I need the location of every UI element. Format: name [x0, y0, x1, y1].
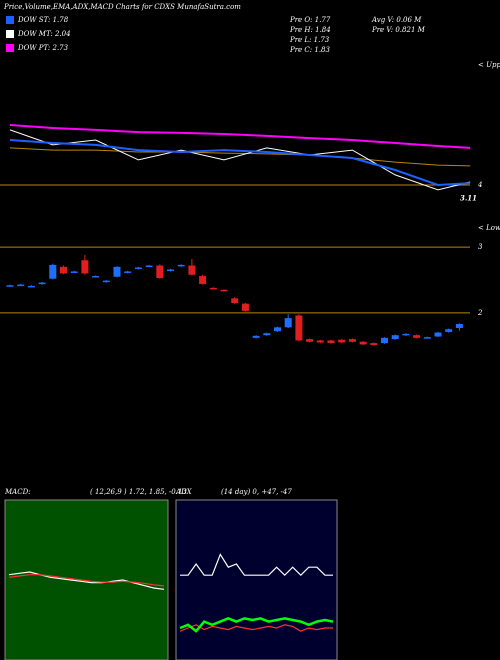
- candle-body: [306, 339, 314, 342]
- candle-body: [167, 269, 174, 271]
- y-tick-label: 2: [477, 309, 483, 317]
- indicator-line: [8, 574, 165, 587]
- candle-body: [327, 340, 335, 344]
- candle-body: [124, 271, 132, 273]
- candle-body: [391, 335, 399, 340]
- candle-body: [17, 284, 25, 287]
- candle-body: [156, 265, 164, 279]
- candle-body: [113, 266, 121, 277]
- info-text: Pre V: 0.821 M: [371, 26, 426, 34]
- indicator-line: [179, 617, 334, 633]
- chart-title: Price,Volume,EMA,ADX,MACD Charts for CDX…: [3, 3, 241, 11]
- indicator-line: [179, 624, 333, 632]
- candle-body: [60, 266, 67, 274]
- indicator-line: [180, 553, 333, 577]
- candle-body: [455, 324, 463, 328]
- candle-body: [295, 315, 303, 341]
- price-line: [9, 139, 471, 187]
- info-text: Avg V: 0.06 M: [371, 16, 422, 24]
- price-line: [9, 129, 471, 191]
- candle-body: [370, 343, 378, 346]
- candle-body: [209, 287, 217, 290]
- candle-body: [284, 318, 292, 328]
- legend-label: DOW MT: 2.04: [17, 30, 71, 38]
- candle-body: [445, 329, 453, 332]
- note: < Uppe: [478, 61, 500, 69]
- candle-body: [188, 265, 196, 275]
- candle-body: [38, 282, 46, 285]
- indicator-line: [8, 571, 165, 590]
- panel-title: ADX: [175, 488, 193, 496]
- candle-body: [199, 276, 207, 284]
- info-text: Pre L: 1.73: [289, 36, 330, 44]
- candle-body: [338, 339, 346, 343]
- candle-body: [177, 264, 185, 267]
- candle-body: [49, 264, 57, 279]
- candle-body: [263, 333, 271, 336]
- candle-body: [70, 271, 78, 273]
- candle-body: [274, 327, 281, 332]
- price-line: [9, 124, 471, 149]
- candle-body: [413, 335, 421, 338]
- panel-background: [175, 499, 338, 660]
- candle-body: [241, 303, 249, 311]
- info-text: Pre C: 1.83: [289, 46, 330, 54]
- legend-swatch: [6, 30, 14, 38]
- legend-label: DOW ST: 1.78: [17, 16, 69, 24]
- candle-body: [92, 276, 100, 278]
- candle-body: [6, 285, 14, 287]
- candle-body: [81, 260, 89, 274]
- y-tick-label: 3: [478, 243, 483, 251]
- panel-title: MACD:: [4, 488, 31, 496]
- candle-body: [423, 337, 431, 339]
- candle-body: [381, 337, 388, 344]
- candle-body: [134, 267, 142, 270]
- panel-params: ( 12,26,9 ) 1.72, 1.85, -0.13: [90, 488, 187, 496]
- candle-body: [231, 298, 239, 303]
- candle-body: [102, 280, 110, 283]
- legend-swatch: [6, 44, 14, 52]
- candle-body: [402, 333, 410, 336]
- candle-body: [145, 265, 153, 268]
- info-text: Pre H: 1.84: [289, 26, 331, 34]
- candle-body: [252, 335, 260, 338]
- candle-body: [27, 285, 35, 288]
- panel-params: (14 day) 0, +47, -47: [221, 488, 292, 496]
- legend-label: DOW PT: 2.73: [17, 44, 69, 52]
- candle-body: [348, 339, 356, 342]
- candle-body: [359, 341, 367, 345]
- price-label: 3.11: [460, 193, 477, 202]
- panel-background: [4, 499, 169, 660]
- info-text: Pre O: 1.77: [289, 16, 331, 24]
- y-tick-label: 4: [477, 181, 482, 189]
- candle-body: [220, 289, 228, 292]
- candle-body: [434, 332, 442, 337]
- candle-body: [316, 340, 324, 343]
- legend-swatch: [6, 16, 14, 24]
- note: < Lower: [478, 224, 500, 232]
